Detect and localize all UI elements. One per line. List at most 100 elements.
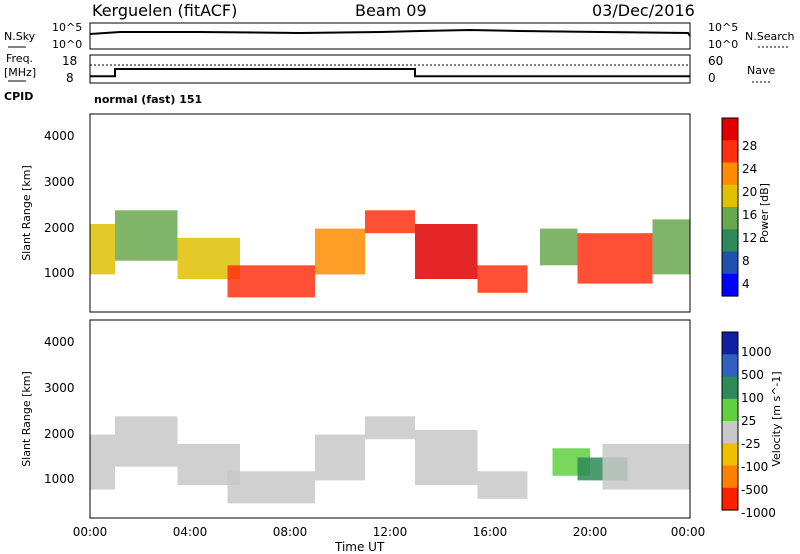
velocity-cbar-tick-minus25: -25 [741, 437, 761, 451]
velocity-cbar-tick-25: 25 [741, 414, 756, 428]
xtick-2400: 00:00 [671, 525, 706, 539]
xtick-1600: 16:00 [473, 525, 508, 539]
velocity-region-1 [115, 416, 178, 467]
power-ytick-2000: 2000 [44, 221, 75, 235]
power-frame-border [89, 113, 691, 313]
velocity-colorbar-label: Velocity [m s^-1] [770, 371, 783, 466]
xtick-0000: 00:00 [73, 525, 108, 539]
noise-tick-right-bottom: 10^0 [708, 38, 738, 51]
velocity-colorbar-border [721, 331, 739, 511]
power-region-9 [577, 233, 653, 284]
noise-sky-label: N.Sky [4, 30, 36, 43]
power-colorbar-segment-4 [722, 207, 738, 230]
velocity-colorbar-segment-0 [722, 332, 738, 355]
velocity-colorbar-segment-4 [722, 421, 738, 444]
power-region-10 [652, 219, 690, 275]
power-ytick-1000: 1000 [44, 266, 75, 280]
cpid-label: CPID [4, 90, 33, 103]
power-region-4 [315, 228, 365, 275]
freq-label-1: Freq. [6, 52, 33, 65]
noise-tick-right-top: 10^5 [708, 21, 738, 34]
velocity-region-0 [90, 434, 115, 490]
power-region-5 [365, 210, 415, 234]
velocity-colorbar-segment-7 [722, 487, 738, 511]
velocity-cbar-tick-minus100: -100 [741, 460, 768, 474]
power-cbar-tick-12: 12 [742, 231, 757, 245]
power-region-6 [415, 224, 478, 279]
power-regions [90, 210, 690, 298]
velocity-ytick-2000: 2000 [44, 427, 75, 441]
noise-sky-trace [89, 28, 691, 37]
velocity-colorbar-segment-1 [722, 354, 738, 378]
freq-trace [90, 68, 690, 78]
noise-frame [89, 22, 691, 50]
velocity-ylabel: Slant Range [km] [20, 371, 33, 467]
noise-panel: N.Sky 10^5 10^0 10^5 10^0 N.Search [4, 21, 795, 51]
freq-frame [89, 54, 691, 84]
velocity-colorbar-segment-6 [722, 465, 738, 489]
freq-tick-bottom: 8 [66, 71, 74, 85]
velocity-cbar-tick-1000: 1000 [741, 345, 772, 359]
velocity-region-10 [602, 443, 690, 490]
power-region-1 [115, 210, 178, 261]
power-colorbar-segment-1 [722, 140, 738, 164]
power-colorbar-segment-2 [722, 162, 738, 186]
velocity-region-3 [227, 471, 315, 504]
nave-tick-bottom: 0 [708, 71, 716, 85]
velocity-ytick-4000: 4000 [44, 335, 75, 349]
x-axis-label: Time UT [334, 540, 385, 554]
power-cbar-tick-16: 16 [742, 208, 757, 222]
velocity-region-7 [477, 471, 528, 499]
velocity-frame-border [89, 319, 691, 519]
power-panel: 4000 3000 2000 1000 Slant Range [km] Pow… [20, 113, 771, 313]
velocity-cbar-tick-500: 500 [741, 368, 764, 382]
velocity-ytick-1000: 1000 [44, 472, 75, 486]
freq-panel: Freq. [MHz] CPID 18 8 60 0 Nave [4, 52, 775, 103]
power-cbar-tick-4: 4 [742, 277, 750, 291]
cpid-mode: normal (fast) 151 [94, 93, 202, 106]
nave-label: Nave [747, 64, 775, 77]
power-colorbar-segment-7 [722, 273, 738, 297]
beam-title: Beam 09 [355, 1, 427, 20]
noise-tick-left-top: 10^5 [52, 21, 82, 34]
xtick-1200: 12:00 [373, 525, 408, 539]
xtick-0400: 04:00 [173, 525, 208, 539]
velocity-region-5 [365, 416, 415, 440]
power-ytick-4000: 4000 [44, 129, 75, 143]
velocity-cbar-tick-100: 100 [741, 391, 764, 405]
power-region-3 [227, 265, 315, 298]
power-colorbar [721, 117, 739, 297]
velocity-colorbar-segment-2 [722, 376, 738, 400]
velocity-colorbar [721, 331, 739, 511]
power-colorbar-segment-0 [722, 118, 738, 141]
power-ylabel: Slant Range [km] [20, 165, 33, 261]
freq-label-2: [MHz] [4, 66, 36, 79]
power-region-7 [477, 265, 528, 293]
velocity-ytick-3000: 3000 [44, 381, 75, 395]
noise-search-label: N.Search [745, 30, 795, 43]
power-cbar-tick-20: 20 [742, 185, 757, 199]
velocity-cbar-tick-minus1000: -1000 [741, 506, 776, 520]
power-cbar-tick-24: 24 [742, 162, 757, 176]
velocity-region-4 [315, 434, 365, 481]
velocity-colorbar-segment-3 [722, 398, 738, 422]
velocity-regions [90, 416, 690, 504]
power-cbar-tick-8: 8 [742, 254, 750, 268]
x-axis: 00:00 04:00 08:00 12:00 16:00 20:00 00:0… [73, 525, 706, 554]
power-region-0 [90, 224, 115, 275]
freq-tick-top: 18 [62, 54, 77, 68]
power-colorbar-segment-5 [722, 229, 738, 253]
power-colorbar-border [721, 117, 739, 297]
noise-tick-left-bottom: 10^0 [52, 38, 82, 51]
velocity-cbar-tick-minus500: -500 [741, 483, 768, 497]
xtick-2000: 20:00 [573, 525, 608, 539]
power-cbar-tick-28: 28 [742, 139, 757, 153]
power-colorbar-label: Power [dB] [758, 183, 771, 243]
xtick-0800: 08:00 [273, 525, 308, 539]
power-ytick-3000: 3000 [44, 175, 75, 189]
power-region-8 [540, 228, 578, 266]
station-title: Kerguelen (fitACF) [92, 1, 237, 20]
power-colorbar-segment-3 [722, 184, 738, 208]
velocity-region-6 [415, 430, 478, 485]
